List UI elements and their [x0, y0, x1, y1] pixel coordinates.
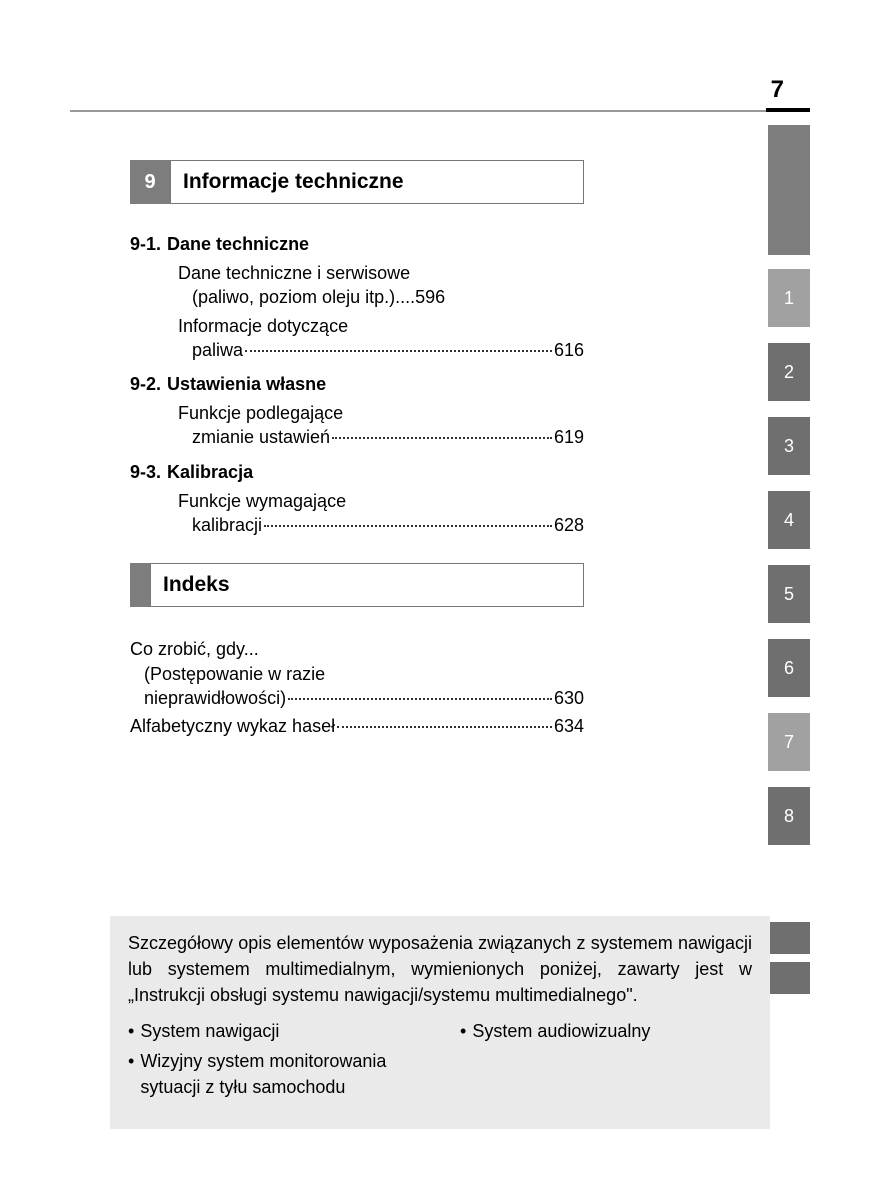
group-9-2: 9-2. Ustawienia własne Funkcje podlegają… — [130, 374, 584, 450]
group-9-3: 9-3. Kalibracja Funkcje wymagające kalib… — [130, 462, 584, 538]
entry-page: 628 — [554, 513, 584, 537]
footer-col-left: •System nawigacji •Wizyjny system monito… — [128, 1018, 420, 1104]
side-tab-1[interactable]: 1 — [768, 269, 810, 327]
entry-line1: Informacje dotyczące — [178, 314, 584, 338]
group-title: 9-3. Kalibracja — [130, 462, 584, 483]
bullet-text: System audiowizualny — [472, 1018, 650, 1044]
bullet-text: System nawigacji — [140, 1018, 279, 1044]
entry-line1: Funkcje podlegające — [178, 401, 584, 425]
entry-line1: Co zrobić, gdy... — [130, 637, 584, 661]
toc-entry[interactable]: Alfabetyczny wykaz haseł 634 — [130, 714, 584, 738]
top-rule — [70, 110, 810, 112]
footer-bullet: •System audiowizualny — [460, 1018, 752, 1044]
toc-entry[interactable]: Informacje dotyczące paliwa 616 — [130, 314, 584, 363]
group-label: Kalibracja — [167, 462, 253, 483]
entry-line2: zmianie ustawień — [178, 425, 330, 449]
footer-bullets: •System nawigacji •Wizyjny system monito… — [128, 1018, 752, 1104]
entry-dots — [264, 525, 552, 527]
toc-entry[interactable]: Funkcje podlegające zmianie ustawień 619 — [130, 401, 584, 450]
side-tab-5[interactable]: 5 — [768, 565, 810, 623]
entry-page: 619 — [554, 425, 584, 449]
side-tab-3[interactable]: 3 — [768, 417, 810, 475]
page-number: 7 — [771, 76, 784, 104]
group-num: 9-2. — [130, 374, 161, 395]
section-title: Informacje techniczne — [170, 160, 584, 204]
indeks-header: Indeks — [130, 563, 584, 607]
side-tabs-bottom — [768, 922, 810, 1002]
side-tabs: 1 2 3 4 5 6 7 8 — [768, 125, 810, 861]
toc-entry[interactable]: Funkcje wymagające kalibracji 628 — [130, 489, 584, 538]
group-label: Ustawienia własne — [167, 374, 326, 395]
group-num: 9-3. — [130, 462, 161, 483]
section-9-header: 9 Informacje techniczne — [130, 160, 584, 204]
entry-dots — [245, 350, 552, 352]
group-title: 9-1. Dane techniczne — [130, 234, 584, 255]
entry-line2: (Postępowanie w razie — [130, 662, 584, 686]
indeks-num-box — [130, 563, 150, 607]
entry-line1: Funkcje wymagające — [178, 489, 584, 513]
main-content: 9 Informacje techniczne 9-1. Dane techni… — [130, 160, 584, 743]
entry-line2: (paliwo, poziom oleju itp.) — [178, 285, 395, 309]
toc-entry[interactable]: Dane techniczne i serwisowe (paliwo, poz… — [130, 261, 584, 310]
group-title: 9-2. Ustawienia własne — [130, 374, 584, 395]
entry-line1: Dane techniczne i serwisowe — [178, 261, 584, 285]
footer-bullet: •Wizyjny system monitorowania sytuacji z… — [128, 1048, 420, 1100]
toc-entry[interactable]: Co zrobić, gdy... (Postępowanie w razie … — [130, 637, 584, 710]
section-number: 9 — [130, 160, 170, 204]
side-tab-extra-2 — [768, 962, 810, 994]
group-9-1: 9-1. Dane techniczne Dane techniczne i s… — [130, 234, 584, 362]
footer-info-box: Szczegółowy opis elementów wyposażenia z… — [110, 916, 770, 1129]
entry-line1: Alfabetyczny wykaz haseł — [130, 714, 335, 738]
footer-col-right: •System audiowizualny — [460, 1018, 752, 1104]
entry-page: 616 — [554, 338, 584, 362]
footer-bullet: •System nawigacji — [128, 1018, 420, 1044]
group-num: 9-1. — [130, 234, 161, 255]
group-label: Dane techniczne — [167, 234, 309, 255]
entry-line2: kalibracji — [178, 513, 262, 537]
entry-dots — [288, 698, 552, 700]
side-tab-7[interactable]: 7 — [768, 713, 810, 771]
entry-dots: .... — [395, 285, 415, 309]
side-tab-4[interactable]: 4 — [768, 491, 810, 549]
entry-page: 634 — [554, 714, 584, 738]
entry-line2: paliwa — [178, 338, 243, 362]
side-tab-8[interactable]: 8 — [768, 787, 810, 845]
bullet-icon: • — [460, 1018, 466, 1044]
side-tab-2[interactable]: 2 — [768, 343, 810, 401]
footer-paragraph: Szczegółowy opis elementów wyposażenia z… — [128, 930, 752, 1008]
entry-line3: nieprawidłowości) — [130, 686, 286, 710]
entry-dots — [332, 437, 552, 439]
side-tab-extra-1 — [768, 922, 810, 954]
tab-top-block — [768, 125, 810, 255]
side-tab-6[interactable]: 6 — [768, 639, 810, 697]
entry-dots — [337, 726, 552, 728]
bullet-icon: • — [128, 1018, 134, 1044]
indeks-title: Indeks — [150, 563, 584, 607]
bullet-text: Wizyjny system monitorowania sytuacji z … — [140, 1048, 420, 1100]
entry-page: 630 — [554, 686, 584, 710]
bullet-icon: • — [128, 1048, 134, 1100]
entry-page: 596 — [415, 285, 445, 309]
